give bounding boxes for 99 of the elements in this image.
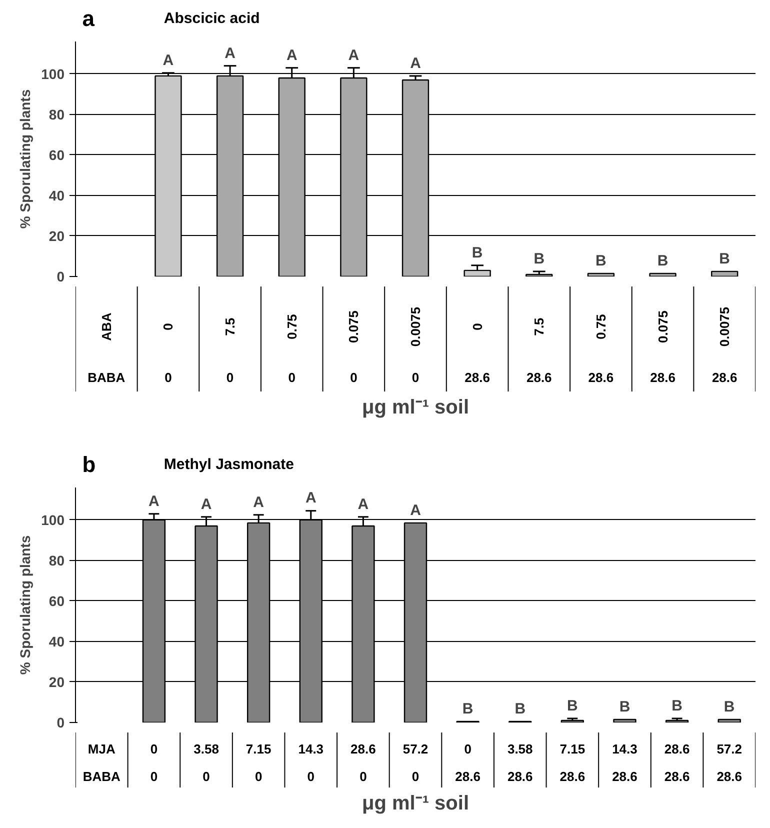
y-tick-label: 100 bbox=[41, 512, 65, 528]
data-label: B bbox=[657, 252, 668, 270]
text: 0 bbox=[412, 370, 420, 385]
bar bbox=[560, 720, 584, 722]
data-label: A bbox=[286, 46, 298, 64]
y-tick-label: 80 bbox=[48, 552, 65, 568]
text: 28.6 bbox=[612, 769, 638, 784]
data-label: A bbox=[358, 496, 369, 513]
y-tick-label: 20 bbox=[48, 228, 65, 244]
bar bbox=[613, 718, 636, 722]
text: 0 bbox=[288, 370, 296, 385]
data-label: A bbox=[305, 490, 316, 507]
data-label: A bbox=[410, 54, 422, 72]
data-label: A bbox=[200, 496, 212, 513]
text: 28.6 bbox=[560, 769, 586, 784]
x-tick-label: 57.2 bbox=[716, 742, 742, 756]
data-label: B bbox=[472, 244, 483, 262]
y-tick-label: 40 bbox=[48, 633, 65, 650]
data-label: A bbox=[162, 52, 174, 69]
x-tick-label: 28.6 bbox=[664, 742, 690, 756]
data-label: A bbox=[148, 492, 160, 510]
x-tick-label: 7.5 bbox=[532, 318, 547, 336]
text: BABA bbox=[88, 370, 126, 385]
data-label: B bbox=[534, 250, 545, 268]
data-label: B bbox=[462, 700, 474, 718]
text: 28.6 bbox=[526, 370, 552, 385]
x-tick-label: 0.75 bbox=[284, 314, 300, 340]
data-label: B bbox=[596, 252, 607, 270]
y-tick-label: 20 bbox=[48, 674, 65, 690]
x-tick-label: 0 bbox=[150, 742, 158, 756]
data-label: A bbox=[348, 46, 360, 64]
bar bbox=[718, 718, 741, 722]
y-tick-label: 0 bbox=[56, 714, 65, 730]
bar bbox=[464, 270, 491, 276]
x-axis-title: μg ml⁻¹ soil bbox=[362, 396, 470, 418]
text: 28.6 bbox=[455, 769, 480, 784]
data-label: B bbox=[514, 700, 526, 718]
data-label: B bbox=[672, 697, 683, 714]
x-tick-label: 0 bbox=[470, 323, 485, 330]
x-tick-label: 28.6 bbox=[350, 742, 376, 756]
text: 0 bbox=[412, 769, 420, 784]
y-axis-title: % Sporulating plants bbox=[17, 535, 34, 675]
y-tick-label: 80 bbox=[48, 106, 65, 122]
x-tick-label: 0.075 bbox=[655, 310, 670, 344]
text: 0 bbox=[164, 370, 172, 385]
x-tick-label: 0.75 bbox=[593, 314, 608, 340]
data-label: B bbox=[619, 698, 630, 716]
text: 28.6 bbox=[712, 370, 738, 385]
bar bbox=[587, 272, 615, 276]
text: 0 bbox=[254, 769, 262, 784]
text: 28.6 bbox=[588, 370, 614, 385]
x-tick-label: 3.58 bbox=[507, 742, 533, 756]
text: 0 bbox=[202, 769, 210, 784]
x-tick-label: 0.0075 bbox=[408, 306, 423, 347]
text: b bbox=[82, 452, 96, 477]
x-tick-label: 7.5 bbox=[222, 318, 238, 336]
data-label: B bbox=[719, 250, 730, 268]
x-tick-label: 7.15 bbox=[246, 742, 272, 756]
bar bbox=[665, 720, 689, 722]
x-tick-label: 7.15 bbox=[560, 742, 586, 756]
data-label: B bbox=[567, 697, 578, 714]
text: BABA bbox=[82, 769, 122, 784]
x-tick-label: MJA bbox=[88, 742, 116, 756]
text: 28.6 bbox=[664, 769, 690, 784]
y-tick-label: 100 bbox=[41, 66, 65, 82]
data-label: A bbox=[224, 44, 236, 62]
text: 0 bbox=[350, 370, 358, 385]
x-axis-title: μg ml⁻¹ soil bbox=[362, 792, 470, 814]
chart-title: Methyl Jasmonate bbox=[164, 456, 294, 473]
y-tick-label: 60 bbox=[48, 146, 65, 163]
y-tick-label: 60 bbox=[48, 592, 65, 609]
x-tick-label: 14.3 bbox=[612, 742, 638, 756]
chart-title: Abscicic acid bbox=[164, 10, 260, 27]
x-tick-label: 57.2 bbox=[402, 742, 428, 756]
bar bbox=[649, 272, 676, 276]
y-tick-label: 40 bbox=[48, 187, 65, 204]
y-axis-title: % Sporulating plants bbox=[17, 89, 34, 229]
x-tick-label: 0 bbox=[160, 323, 176, 330]
text: a bbox=[82, 6, 96, 31]
bar bbox=[711, 270, 738, 276]
x-tick-label: 0.0075 bbox=[717, 306, 732, 347]
x-tick-label: 0 bbox=[464, 742, 472, 756]
data-label: A bbox=[410, 502, 422, 519]
text: 28.6 bbox=[650, 370, 676, 385]
text: 0 bbox=[307, 769, 315, 784]
text: 28.6 bbox=[507, 769, 533, 784]
y-tick-label: 0 bbox=[56, 268, 65, 284]
bar bbox=[526, 274, 553, 276]
text: 0 bbox=[360, 769, 367, 784]
text: 28.6 bbox=[464, 370, 490, 385]
data-label: B bbox=[724, 698, 735, 716]
x-tick-label: ABA bbox=[98, 312, 114, 341]
text: 0 bbox=[150, 769, 158, 784]
text: 28.6 bbox=[716, 769, 742, 784]
x-tick-label: 0.075 bbox=[346, 310, 362, 344]
x-tick-label: 3.58 bbox=[194, 742, 219, 756]
data-label: A bbox=[253, 494, 264, 511]
x-tick-label: 14.3 bbox=[298, 742, 324, 756]
text: 0 bbox=[226, 370, 234, 385]
